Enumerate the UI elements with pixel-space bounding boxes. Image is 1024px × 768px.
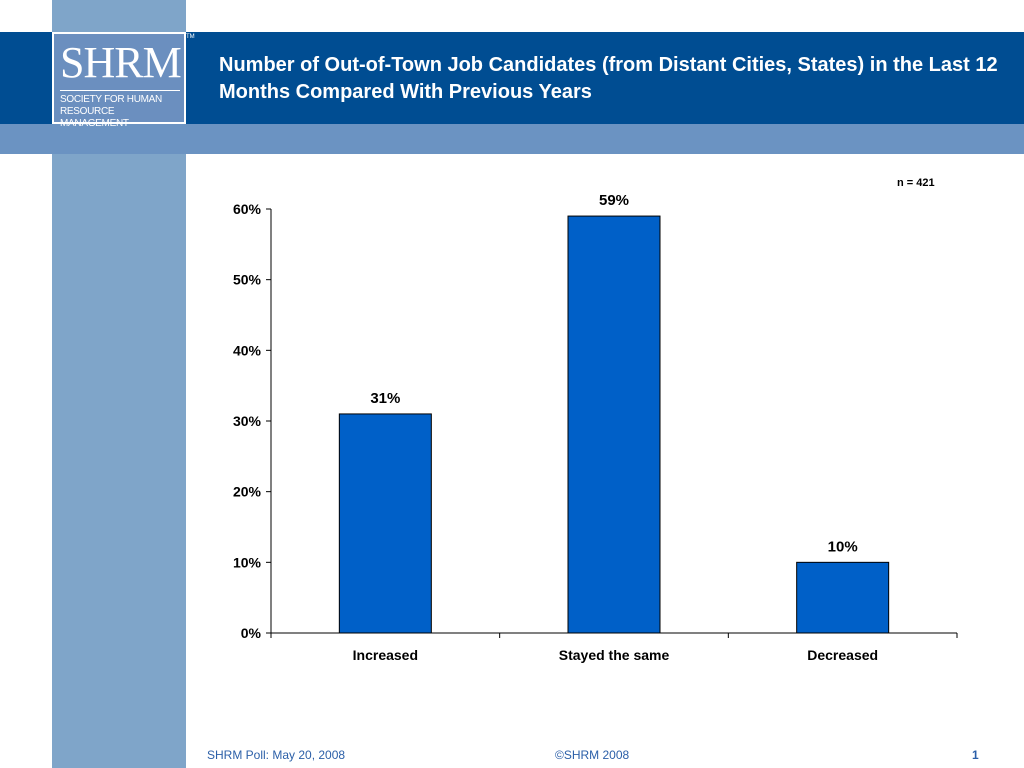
logo-wordmark: SHRM [60, 38, 182, 87]
slide-title: Number of Out-of-Town Job Candidates (fr… [219, 54, 998, 103]
logo-trademark: TM [186, 34, 195, 40]
bar-value-label: 10% [828, 538, 858, 555]
footer-copyright: ©SHRM 2008 [555, 748, 630, 762]
bar-value-label: 31% [370, 390, 400, 407]
y-tick-label: 30% [233, 413, 262, 429]
shrm-logo: SHRM SOCIETY FOR HUMAN RESOURCE MANAGEME… [52, 32, 186, 129]
bar-value-label: 59% [599, 192, 629, 209]
y-tick-label: 40% [233, 342, 262, 358]
bar [567, 215, 661, 634]
logo-subtitle: SOCIETY FOR HUMAN RESOURCE MANAGEMENT [60, 94, 184, 130]
y-tick-label: 50% [233, 272, 262, 288]
y-tick-label: 0% [241, 625, 262, 641]
x-category-label: Stayed the same [559, 647, 670, 663]
footer-page-number: 1 [972, 748, 979, 762]
sample-size-annotation: n = 421 [897, 177, 935, 189]
y-tick-label: 60% [233, 201, 262, 217]
y-tick-label: 20% [233, 484, 262, 500]
logo-background: SHRM SOCIETY FOR HUMAN RESOURCE MANAGEME… [54, 34, 184, 129]
bar [796, 561, 890, 634]
logo-subtitle-line-1: SOCIETY FOR HUMAN [60, 94, 162, 105]
sub-band [0, 124, 1024, 154]
logo-subtitle-line-2: RESOURCE MANAGEMENT [60, 106, 129, 129]
y-tick-label: 10% [233, 554, 262, 570]
x-category-label: Decreased [807, 647, 878, 663]
bar [338, 413, 432, 634]
logo-divider [60, 90, 180, 91]
x-category-label: Increased [353, 647, 418, 663]
footer-source: SHRM Poll: May 20, 2008 [207, 748, 346, 762]
